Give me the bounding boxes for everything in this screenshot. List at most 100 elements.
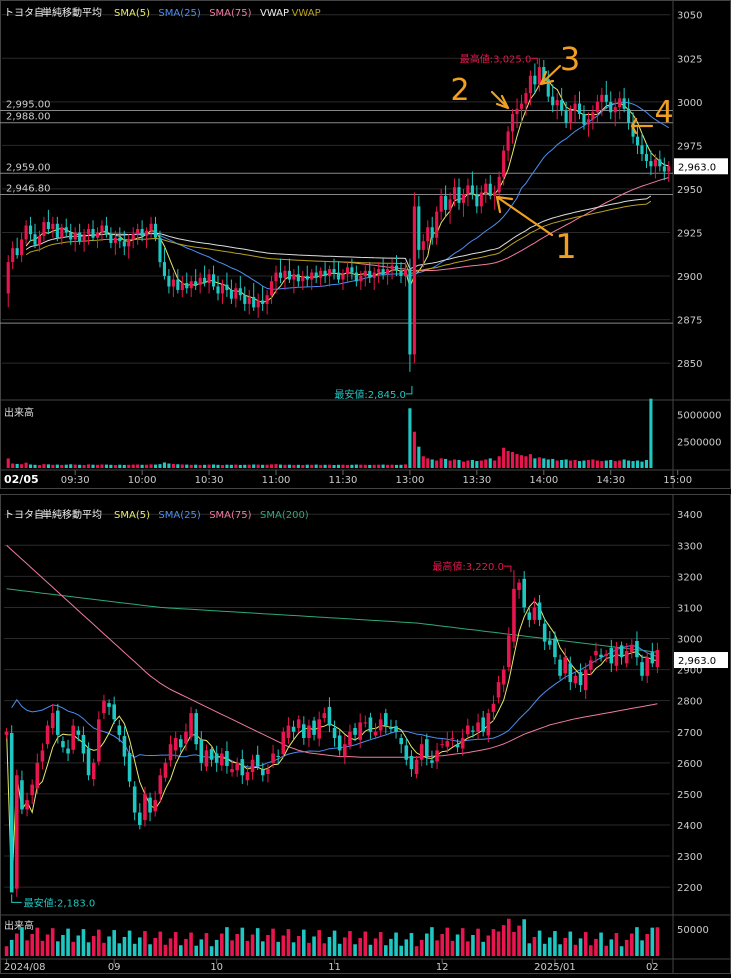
- daily-candle: [496, 682, 501, 698]
- daily-volume-bar: [548, 937, 552, 956]
- daily-volume-bar: [240, 927, 245, 956]
- intraday-volume-bar: [591, 459, 595, 468]
- intraday-volume-bar: [194, 464, 198, 468]
- intraday-volume-bar: [37, 465, 42, 468]
- daily-volume-bar: [286, 929, 291, 956]
- intraday-candle: [484, 183, 488, 193]
- intraday-volume-bar: [381, 464, 385, 468]
- intraday-candle: [577, 103, 582, 115]
- daily-candle: [440, 744, 444, 746]
- intraday-volume-bar: [203, 464, 207, 468]
- daily-candle: [204, 750, 209, 767]
- intraday-candle: [439, 195, 443, 212]
- intraday-candle: [261, 300, 265, 304]
- intraday-volume-bar: [622, 459, 626, 468]
- intraday-candle: [488, 183, 492, 196]
- intraday-volume-bar: [24, 462, 28, 468]
- intraday-candle: [604, 94, 608, 102]
- daily-sma5-line: [6, 600, 658, 893]
- intraday-candle: [658, 159, 662, 167]
- intraday-volume-bar: [42, 464, 46, 468]
- daily-max-label: 最高値:3,220.0: [432, 560, 504, 573]
- intraday-candle: [381, 269, 385, 275]
- intraday-volume-bar: [354, 464, 358, 468]
- intraday-volume-bar: [283, 464, 287, 468]
- daily-y-tick-label: 2800: [677, 697, 702, 708]
- daily-volume-bar: [271, 928, 275, 956]
- intraday-candle: [301, 276, 305, 282]
- intraday-volume-bar: [185, 464, 189, 468]
- intraday-volume-bar: [113, 465, 117, 468]
- intraday-candle: [278, 272, 283, 278]
- daily-volume-bar: [97, 929, 101, 956]
- intraday-candle: [269, 281, 274, 296]
- intraday-max-label: 最高値:3,025.0: [460, 52, 532, 65]
- daily-candle: [86, 748, 91, 776]
- intraday-volume-bar: [537, 457, 541, 468]
- intraday-volume-bar: [6, 458, 10, 468]
- intraday-candle: [15, 248, 19, 256]
- intraday-volume-bar: [69, 464, 73, 468]
- intraday-x-tick-label: 10:00: [128, 475, 157, 486]
- intraday-volume-bar: [131, 464, 135, 468]
- daily-volume-bar: [235, 934, 239, 956]
- daily-candle: [353, 728, 357, 735]
- daily-volume-bar: [425, 933, 429, 956]
- daily-volume-bar: [440, 934, 444, 956]
- daily-y-tick-label: 2900: [677, 666, 702, 677]
- intraday-volume-bar: [87, 464, 91, 468]
- daily-volume-bar: [353, 944, 357, 956]
- daily-volume-bar: [332, 930, 337, 956]
- intraday-volume-bar: [216, 464, 220, 468]
- intraday-volume-bar: [466, 460, 470, 468]
- intraday-volume-bar: [149, 464, 153, 468]
- annotation-arrow-3: [539, 64, 562, 86]
- intraday-volume-bar: [577, 461, 582, 468]
- intraday-x-tick-label: 13:00: [395, 475, 424, 486]
- daily-volume-tick: 50000: [677, 925, 709, 936]
- intraday-candle: [323, 270, 327, 277]
- daily-volume-bar: [30, 934, 34, 956]
- intraday-volume-bar: [461, 461, 466, 468]
- intraday-volume-bar: [609, 460, 613, 468]
- intraday-volume-bar: [162, 462, 167, 468]
- daily-volume-bar: [132, 943, 137, 956]
- daily-volume-bar: [91, 935, 96, 956]
- daily-y-tick-label: 2500: [677, 790, 702, 801]
- daily-candle: [471, 730, 475, 732]
- intraday-candle: [662, 166, 666, 172]
- intraday-candle: [386, 269, 390, 275]
- intraday-volume-bar: [350, 464, 354, 468]
- intraday-volume-bar: [555, 460, 559, 468]
- intraday-volume-bar: [510, 452, 515, 468]
- intraday-y-tick-label: 2900: [677, 272, 702, 283]
- intraday-last-price-label: 2,963.0: [678, 162, 716, 173]
- daily-x-tick-label: 2024/08: [4, 962, 46, 973]
- daily-candle: [97, 719, 101, 762]
- intraday-min-arrow: [405, 385, 413, 395]
- daily-volume-bar: [173, 932, 178, 956]
- intraday-volume-title: 出来高: [4, 406, 34, 419]
- intraday-candle: [171, 279, 175, 287]
- intraday-volume-bar: [91, 464, 95, 468]
- intraday-volume-bar: [328, 464, 332, 468]
- daily-candle: [276, 755, 280, 757]
- daily-candle: [194, 713, 198, 745]
- daily-volume-bar: [255, 928, 260, 956]
- intraday-volume-bar: [551, 458, 555, 468]
- daily-max-arrow: [503, 565, 512, 573]
- daily-volume-bar: [399, 945, 403, 956]
- intraday-volume-bar: [95, 464, 100, 468]
- intraday-x-tick-label: 09:30: [61, 475, 90, 486]
- daily-candle: [455, 744, 460, 748]
- daily-volume-bar: [302, 929, 306, 956]
- daily-candle: [102, 700, 106, 714]
- intraday-candle: [305, 276, 309, 280]
- intraday-x-tick-label: 11:30: [329, 475, 358, 486]
- intraday-candle: [528, 75, 532, 94]
- daily-volume-bar: [20, 927, 24, 956]
- intraday-candle: [283, 270, 287, 278]
- intraday-candle: [319, 270, 323, 278]
- intraday-volume-bar: [252, 464, 256, 468]
